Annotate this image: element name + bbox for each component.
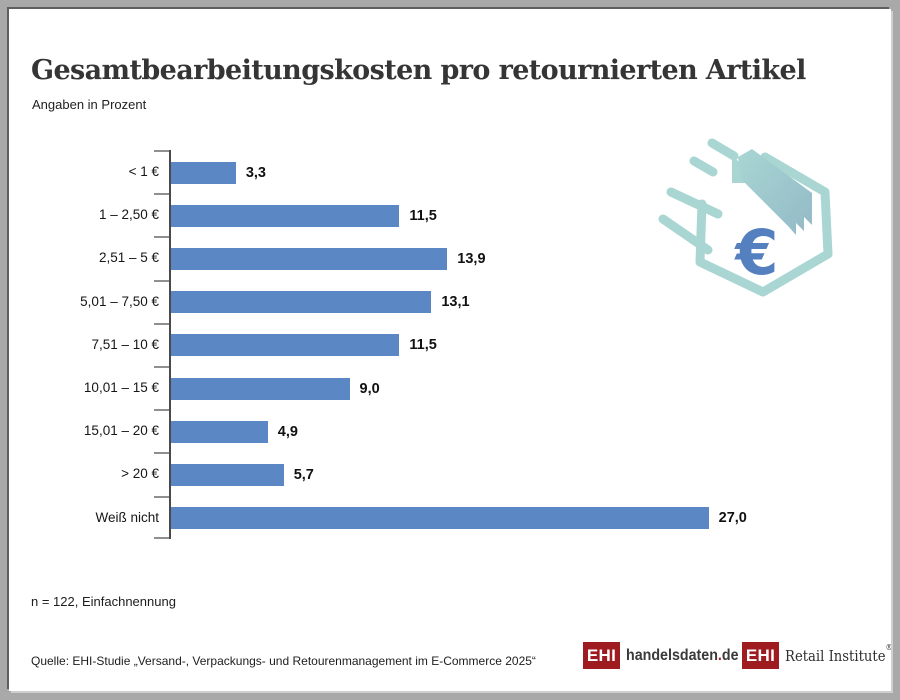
sample-note: n = 122, Einfachnennung	[31, 594, 176, 609]
logo-retail-institute: EHI Retail Institute®	[742, 642, 891, 669]
logo-handelsdaten: EHI handelsdaten.de	[583, 642, 748, 669]
axis-tick	[154, 409, 169, 412]
axis-tick	[154, 536, 169, 539]
axis-tick	[154, 366, 169, 368]
euro-symbol: €	[733, 216, 778, 289]
value-label: 3,3	[245, 164, 266, 181]
ehi-logo-mark: EHI	[583, 642, 620, 669]
axis-tick	[154, 495, 169, 498]
category-label: 2,51 – 5 €	[98, 250, 159, 266]
bar	[170, 204, 400, 227]
chart-row: 10,01 – 15 € 9,0	[9, 366, 779, 409]
value-label: 27,0	[718, 510, 747, 527]
axis-tick	[154, 236, 169, 239]
speed-line-2	[689, 156, 718, 177]
chart-row: > 20 € 5,7	[9, 452, 779, 495]
axis-tick	[154, 279, 169, 282]
category-label: 1 – 2,50 €	[98, 207, 159, 223]
category-label: 5,01 – 7,50 €	[80, 293, 159, 309]
bar	[170, 334, 400, 357]
page-title: Gesamtbearbeitungskosten pro retourniert…	[31, 55, 806, 87]
bar	[170, 420, 268, 443]
speed-line-3	[666, 187, 723, 219]
bar	[170, 377, 350, 400]
chart-row: 1 – 2,50 € 11,5	[9, 193, 779, 236]
bar	[170, 507, 709, 530]
chart-row: Weiß nicht 27,0	[9, 496, 779, 539]
flying-parcel-euro-icon: €	[658, 138, 833, 297]
y-axis-line	[169, 150, 171, 539]
category-label: < 1 €	[128, 164, 159, 180]
chart-unit-note: Angaben in Prozent	[32, 97, 147, 112]
chart-row: 5,01 – 7,50 € 13,1	[9, 280, 779, 323]
bar-chart: < 1 € 3,3 1 – 2,50 € 11,5 2,51 – 5 € 13,9 5,01…	[9, 150, 779, 539]
speed-line-4	[658, 214, 713, 255]
bar	[170, 247, 448, 270]
retail-institute-logo-text: Retail Institute®	[785, 643, 891, 665]
axis-tick	[154, 193, 169, 196]
category-label: > 20 €	[121, 466, 159, 482]
category-label: 15,01 – 20 €	[83, 423, 159, 439]
registered-trademark-symbol: ®	[886, 643, 891, 652]
handelsdaten-logo-text: handelsdaten.de	[626, 646, 739, 664]
value-label: 5,7	[293, 466, 314, 483]
bar	[170, 161, 236, 184]
axis-tick	[154, 452, 169, 455]
infographic-page: Gesamtbearbeitungskosten pro retourniert…	[9, 9, 891, 691]
parcel-box-outline	[695, 152, 833, 297]
bar-chart-rows: < 1 € 3,3 1 – 2,50 € 11,5 2,51 – 5 € 13,9 5,01…	[9, 150, 779, 539]
value-label: 11,5	[409, 207, 437, 224]
axis-tick	[154, 150, 169, 152]
value-label: 4,9	[277, 423, 298, 440]
axis-tick	[154, 322, 169, 325]
value-label: 13,1	[441, 294, 470, 311]
bar	[170, 463, 284, 486]
value-label: 13,9	[457, 250, 486, 267]
source-note: Quelle: EHI-Studie „Versand-, Verpackung…	[31, 654, 536, 668]
value-label: 11,5	[409, 337, 437, 354]
chart-row: 2,51 – 5 € 13,9	[9, 236, 779, 279]
ehi-logo-mark: EHI	[742, 642, 779, 669]
value-label: 9,0	[359, 380, 380, 397]
chart-row: < 1 € 3,3	[9, 150, 779, 193]
category-label: 10,01 – 15 €	[83, 380, 159, 396]
bar	[170, 291, 432, 314]
parcel-tape-band	[738, 149, 812, 235]
category-label: 7,51 – 10 €	[91, 336, 159, 352]
chart-row: 15,01 – 20 € 4,9	[9, 409, 779, 452]
speed-line-1	[707, 138, 739, 161]
chart-row: 7,51 – 10 € 11,5	[9, 323, 779, 366]
category-label: Weiß nicht	[95, 509, 159, 525]
